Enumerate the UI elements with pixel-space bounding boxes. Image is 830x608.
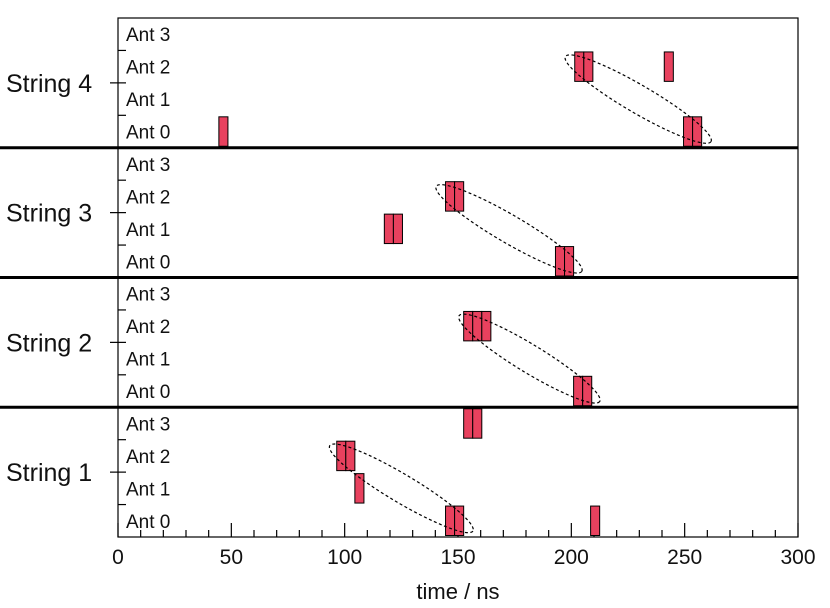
antenna-label: Ant 1 xyxy=(126,350,170,371)
x-axis-label: time / ns xyxy=(416,579,499,604)
x-tick-label: 150 xyxy=(440,546,475,569)
hit-bar xyxy=(463,408,474,439)
antenna-label: Ant 0 xyxy=(126,512,170,533)
x-tick-label: 300 xyxy=(780,546,815,569)
hit-bar xyxy=(590,505,601,536)
antenna-label: Ant 2 xyxy=(126,317,170,338)
hit-bar xyxy=(392,213,403,245)
hit-bar xyxy=(573,375,584,407)
antenna-label: Ant 0 xyxy=(126,123,170,144)
hit-bar xyxy=(554,246,566,277)
hit-bar xyxy=(454,181,465,212)
x-tick-label: 50 xyxy=(220,546,243,569)
hit-bar xyxy=(445,505,456,536)
plot-frame xyxy=(117,17,799,538)
hit-bar xyxy=(481,310,492,342)
coincidence-ellipse xyxy=(458,313,601,404)
x-tick-label: 250 xyxy=(667,546,702,569)
hit-bar xyxy=(454,505,465,536)
antenna-label: Ant 0 xyxy=(126,252,170,273)
hit-bar xyxy=(564,246,575,277)
string-label: String 2 xyxy=(6,329,92,357)
hit-bar xyxy=(683,116,694,147)
coincidence-ellipse xyxy=(328,443,474,534)
string-label: String 4 xyxy=(6,70,92,98)
hit-bar xyxy=(472,408,483,439)
coincidence-ellipses xyxy=(328,54,712,534)
coincidence-ellipse xyxy=(435,184,583,274)
x-tick-label: 100 xyxy=(327,546,362,569)
hit-bar xyxy=(583,51,594,82)
antenna-label: Ant 2 xyxy=(126,447,170,468)
x-tick-label: 0 xyxy=(112,546,124,569)
hit-bar xyxy=(345,440,356,472)
string-bands: String 4 Ant 0 Ant 1 Ant 2 Ant 3 String 3 Ant … xyxy=(0,25,798,533)
hit-bars xyxy=(218,51,703,536)
string-label: String 1 xyxy=(6,459,92,487)
antenna-label: Ant 3 xyxy=(126,25,170,46)
hit-bar xyxy=(218,116,229,147)
hit-bar xyxy=(663,51,674,82)
antenna-label: Ant 1 xyxy=(126,479,170,500)
antenna-label: Ant 3 xyxy=(126,285,170,306)
hit-bar xyxy=(582,375,593,407)
coincidence-ellipse xyxy=(564,54,712,144)
antenna-label: Ant 1 xyxy=(126,220,170,241)
hit-bar xyxy=(692,116,703,147)
antenna-label: Ant 2 xyxy=(126,58,170,79)
antenna-label: Ant 3 xyxy=(126,414,170,435)
x-tick-label: 200 xyxy=(554,546,589,569)
antenna-label: Ant 2 xyxy=(126,187,170,208)
hit-bar xyxy=(354,473,365,504)
string-label: String 3 xyxy=(6,200,92,228)
antenna-label: Ant 1 xyxy=(126,90,170,111)
hit-bar xyxy=(383,213,394,245)
antenna-label: Ant 3 xyxy=(126,155,170,176)
antenna-label: Ant 0 xyxy=(126,382,170,403)
x-tick-labels: 0 50 100 150 200 250 300 xyxy=(112,546,815,569)
